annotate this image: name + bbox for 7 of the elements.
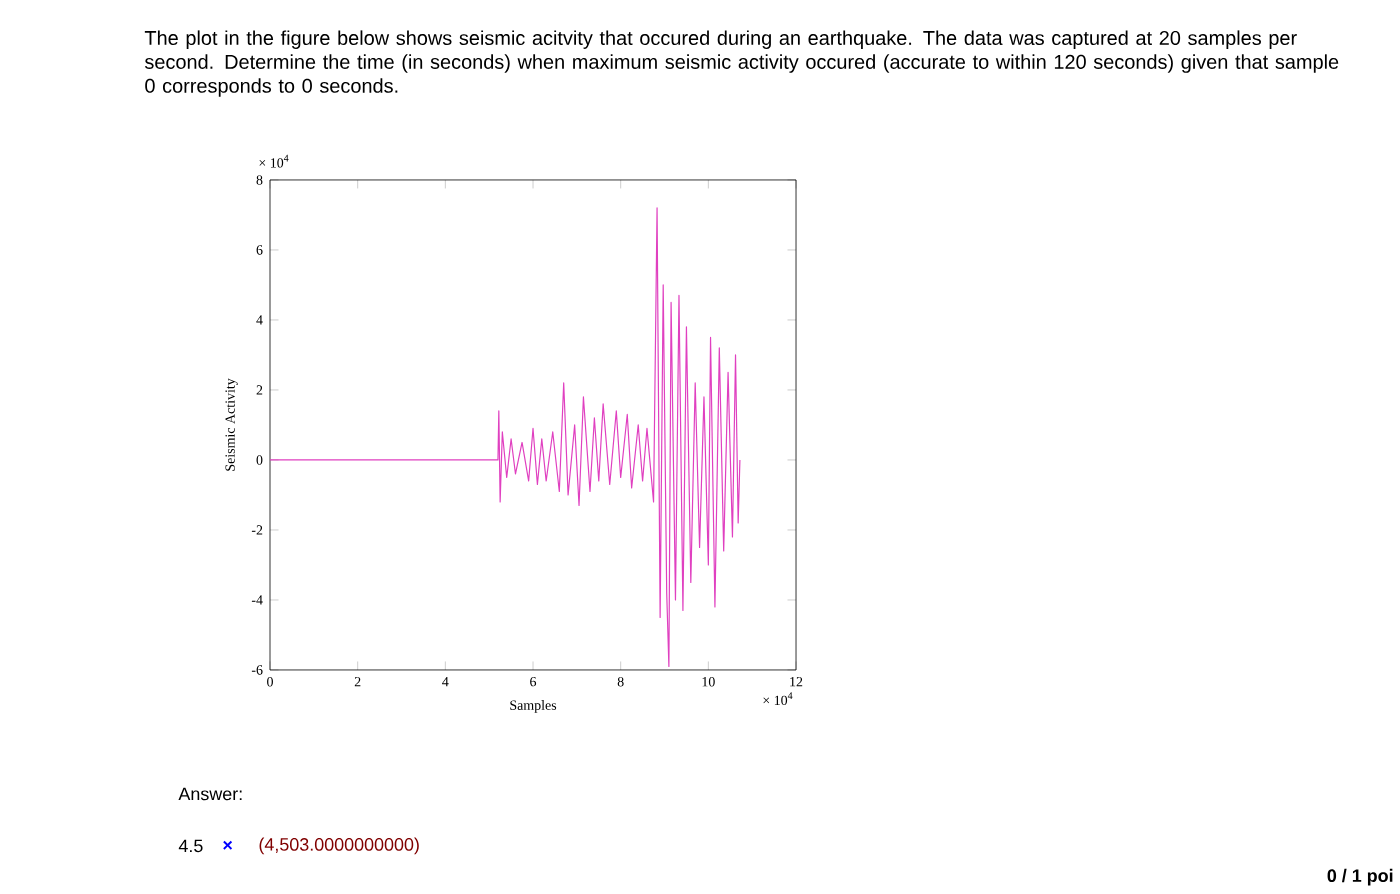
text: 4.5: [178, 839, 203, 853]
line-series: [270, 207, 741, 668]
text: (4,503.0000000000): [259, 837, 419, 855]
text: Answer:: [178, 787, 242, 801]
text: ×: [223, 840, 233, 850]
chart-title: The plot in the figure below shows seismic acitvity that occured during an earthquake. The data was captured at 20 samples per second. Determine the time (in seconds) when maximum seismic activity occured (accurate to within 120 seconds) given that sample 0 corresponds to 0 seconds.: [144, 30, 1339, 97]
text: 0 / 1 poi: [1327, 868, 1393, 886]
